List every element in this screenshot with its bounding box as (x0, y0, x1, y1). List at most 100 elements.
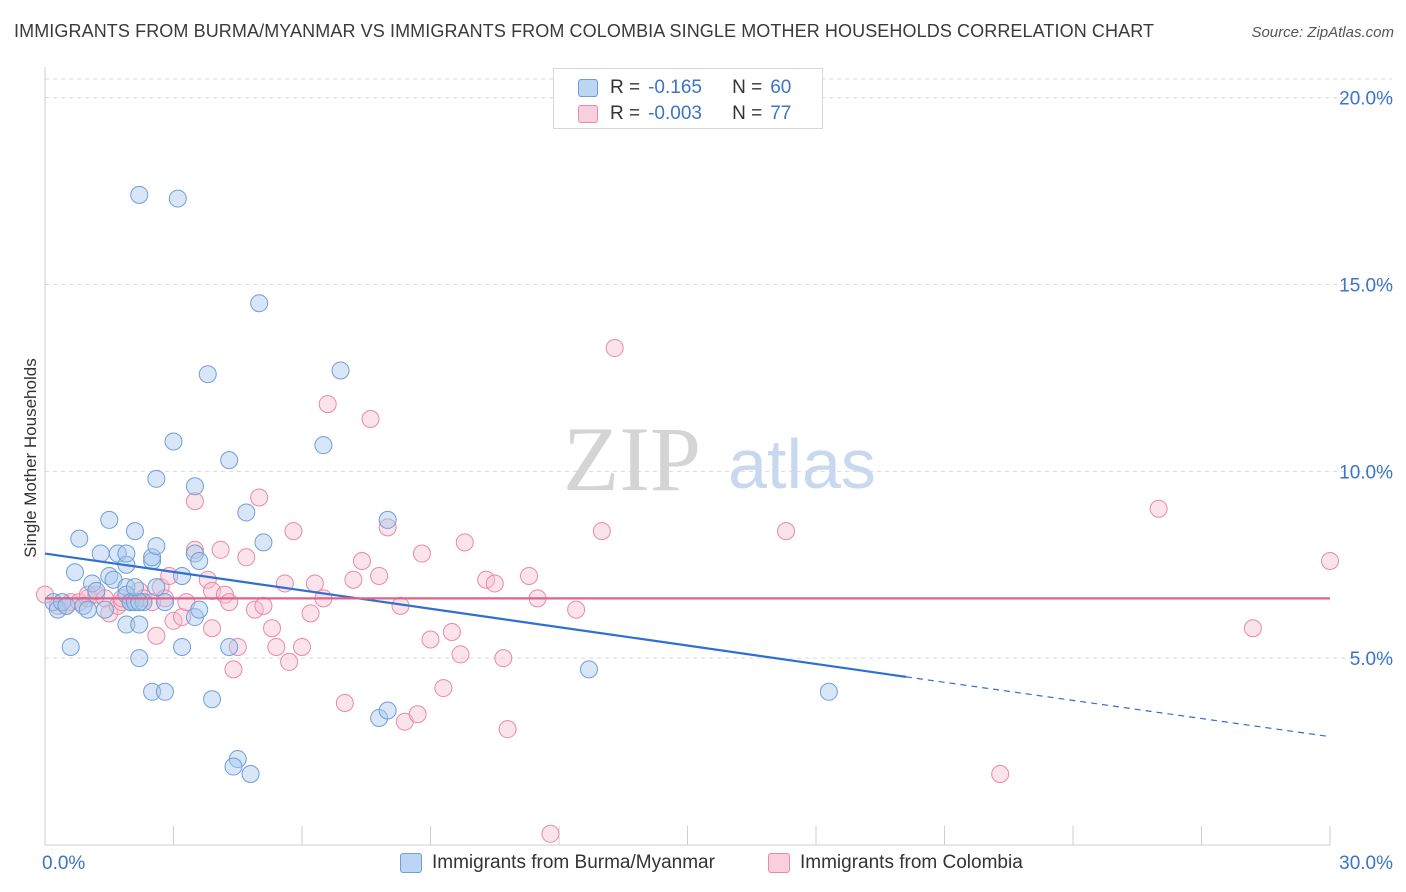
legend-colombia-swatch (768, 853, 790, 873)
data-point-colombia (293, 637, 311, 656)
tick-labels: 5.0% 10.0% 15.0% 20.0% 0.0% 30.0% (42, 89, 1393, 874)
series-legend: Immigrants from Burma/Myanmar Immigrants… (0, 852, 1406, 876)
data-point-burma (147, 537, 166, 556)
data-point-colombia (267, 637, 286, 656)
burma-r-value: -0.165 (648, 77, 702, 98)
data-point-burma (198, 365, 217, 384)
axes (44, 67, 1331, 846)
data-point-colombia (541, 824, 560, 843)
data-point-colombia (477, 570, 496, 589)
data-point-colombia (211, 540, 230, 559)
data-point-burma (117, 615, 136, 634)
trendline-burma-extension (905, 676, 1331, 738)
data-point-burma (95, 600, 114, 619)
data-point-colombia (378, 518, 397, 537)
data-point-colombia (567, 600, 586, 619)
data-point-burma (237, 503, 256, 522)
data-point-colombia (451, 645, 470, 664)
burma-n-label: N = (732, 77, 763, 98)
burma-n-value: 60 (770, 77, 792, 98)
data-point-colombia (421, 630, 440, 649)
data-point-burma (125, 578, 144, 597)
data-point-colombia (284, 522, 303, 541)
legend-colombia-label: Immigrants from Colombia (800, 852, 1023, 873)
data-point-burma (155, 593, 174, 612)
colombia-r-label: R = (610, 103, 641, 124)
data-point-colombia (318, 395, 337, 414)
data-point-colombia (1149, 499, 1168, 518)
trendlines (44, 552, 1331, 738)
data-point-burma (78, 600, 97, 619)
data-point-burma (254, 533, 273, 552)
legend-burma-label: Immigrants from Burma/Myanmar (432, 852, 715, 873)
correlation-legend: R = -0.165 N = 60 R = -0.003 N = 77 (553, 68, 823, 129)
data-point-burma (143, 682, 162, 701)
data-point-colombia (605, 339, 624, 358)
data-point-colombia (164, 611, 183, 630)
data-point-burma (250, 294, 269, 313)
data-point-burma (241, 765, 260, 784)
data-point-burma (91, 544, 110, 563)
data-point-colombia (220, 593, 239, 612)
data-point-colombia (280, 652, 299, 671)
data-point-colombia (250, 488, 269, 507)
data-point-burma (190, 600, 209, 619)
data-point-burma (143, 548, 162, 567)
x-tick-label-max: 30.0% (1339, 853, 1393, 874)
legend-row-burma: R = -0.165 N = 60 (578, 77, 791, 99)
data-point-colombia (498, 720, 517, 739)
data-point-burma (57, 596, 76, 615)
data-point-burma (65, 563, 84, 582)
data-point-colombia (442, 623, 461, 642)
legend-item-colombia[interactable]: Immigrants from Colombia (768, 852, 1023, 874)
data-point-colombia (592, 522, 611, 541)
data-point-colombia (185, 492, 204, 511)
data-point-colombia (263, 619, 282, 638)
series-burma-points (44, 185, 838, 784)
data-point-colombia (245, 600, 264, 619)
data-point-colombia (1243, 619, 1262, 638)
data-point-burma (331, 361, 350, 380)
data-point-burma (378, 701, 397, 720)
data-point-colombia (485, 574, 504, 593)
data-point-colombia (335, 694, 354, 713)
data-point-colombia (370, 566, 389, 585)
data-point-colombia (520, 566, 539, 585)
data-point-colombia (494, 649, 513, 668)
x-tick-label-min: 0.0% (42, 853, 85, 874)
watermark-atlas: atlas (728, 425, 876, 503)
data-point-burma (164, 432, 183, 451)
data-point-burma (173, 637, 192, 656)
data-point-burma (100, 510, 119, 529)
data-point-burma (190, 552, 209, 571)
data-point-colombia (455, 533, 474, 552)
data-point-burma (125, 522, 144, 541)
data-point-colombia (352, 552, 371, 571)
data-point-burma (155, 682, 174, 701)
data-point-burma (314, 436, 333, 455)
colombia-swatch (578, 105, 598, 123)
legend-item-burma[interactable]: Immigrants from Burma/Myanmar (400, 852, 715, 874)
chart-title: IMMIGRANTS FROM BURMA/MYANMAR VS IMMIGRA… (14, 21, 1155, 41)
data-point-colombia (173, 608, 192, 627)
data-point-colombia (237, 548, 256, 567)
data-point-colombia (412, 544, 431, 563)
y-tick-label: 20.0% (1339, 89, 1393, 110)
data-point-burma (173, 566, 192, 585)
y-tick-label: 15.0% (1339, 276, 1393, 297)
data-point-colombia (434, 679, 453, 698)
trendline-burma (44, 552, 907, 678)
data-point-burma (203, 690, 222, 709)
data-point-burma (130, 185, 149, 204)
data-point-burma (147, 469, 166, 488)
colombia-n-value: 77 (770, 103, 792, 124)
data-point-burma (130, 593, 149, 612)
data-point-burma (61, 637, 80, 656)
source-label: Source: ZipAtlas.com (1251, 24, 1394, 41)
data-point-colombia (777, 522, 796, 541)
data-point-burma (130, 615, 149, 634)
colombia-n-label: N = (732, 103, 763, 124)
data-point-colombia (408, 705, 427, 724)
data-point-burma (70, 529, 89, 548)
